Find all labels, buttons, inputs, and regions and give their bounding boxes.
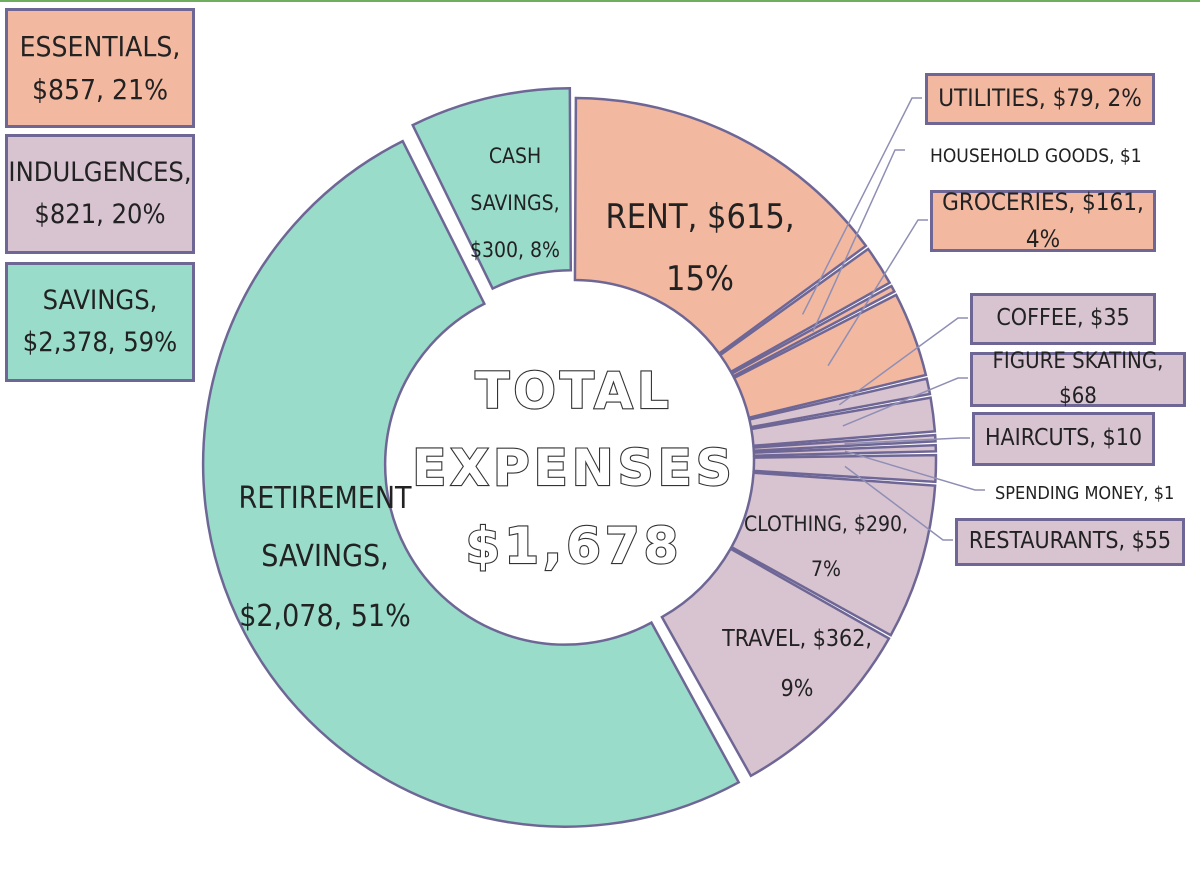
essentials-summary-box: ESSENTIALS, $857, 21% xyxy=(5,8,195,128)
slice-figure-skating xyxy=(749,396,937,448)
leader-spending-money xyxy=(844,450,985,491)
spending-money-callout: SPENDING MONEY, $1 xyxy=(995,483,1175,504)
groceries-callout: GROCERIES, $161, 4% xyxy=(930,188,1156,253)
restaurants-callout: RESTAURANTS, $55 xyxy=(955,518,1185,566)
indulgences-summary-line-2: $821, 20% xyxy=(34,199,166,230)
clothing-label-line-1: CLOTHING, $290, xyxy=(744,512,908,536)
utilities-callout: UTILITIES, $79, 2% xyxy=(925,73,1155,125)
leader-household-goods xyxy=(812,149,905,333)
coffee-callout: COFFEE, $35 xyxy=(970,293,1156,345)
savings-summary-line-1: SAVINGS, xyxy=(42,285,158,317)
cash-savings-label-line-1: CASH xyxy=(489,144,541,168)
leader-restaurants xyxy=(844,465,953,541)
rent-label-line-2: 15% xyxy=(666,259,734,299)
leader-utilities xyxy=(801,97,922,315)
essentials-summary-line-2: $857, 21% xyxy=(31,73,169,106)
slice-retirement-savings xyxy=(201,139,741,828)
cash-savings-label-line-3: $300, 8% xyxy=(470,238,560,262)
leader-haircuts xyxy=(844,437,970,445)
indulgences-summary-line-1: INDULGENCES, xyxy=(8,157,192,189)
leader-lines xyxy=(801,97,985,541)
haircuts-callout: HAIRCUTS, $10 xyxy=(972,412,1155,466)
donut-slices xyxy=(201,87,938,828)
retirement-label-line-1: RETIREMENT xyxy=(238,481,412,516)
retirement-label-line-2: SAVINGS, xyxy=(261,539,388,574)
center-label-line-3: $1,678 xyxy=(466,517,683,575)
travel-label-line-2: 9% xyxy=(781,676,814,702)
cash-savings-label-line-2: SAVINGS, xyxy=(470,191,559,215)
household-goods-callout: HOUSEHOLD GOODS, $1 xyxy=(930,145,1142,167)
rent-label-line-1: RENT, $615, xyxy=(605,197,794,237)
figure-skating-callout: FIGURE SKATING, $68 xyxy=(970,349,1186,409)
slice-spending-money xyxy=(752,443,938,457)
slice-cash-savings xyxy=(411,87,573,291)
retirement-label-line-3: $2,078, 51% xyxy=(239,599,411,634)
essentials-summary-line-1: ESSENTIALS, xyxy=(19,29,181,63)
slice-travel xyxy=(660,547,891,778)
slice-restaurants xyxy=(752,453,938,484)
travel-label-line-1: TRAVEL, $362, xyxy=(721,626,872,652)
center-label-line-1: TOTAL xyxy=(475,362,672,420)
leader-coffee xyxy=(838,317,968,406)
savings-summary-line-2: $2,378, 59% xyxy=(22,327,178,358)
slice-coffee xyxy=(747,377,932,429)
slice-haircuts xyxy=(752,433,937,453)
clothing-label-line-2: 7% xyxy=(811,557,841,581)
leader-figure-skating xyxy=(842,377,968,427)
center-label: TOTAL EXPENSES $1,678 xyxy=(411,361,736,576)
leader-groceries xyxy=(827,219,928,367)
slice-groceries xyxy=(732,293,928,420)
savings-summary-box: SAVINGS, $2,378, 59% xyxy=(5,262,195,382)
center-label-line-2: EXPENSES xyxy=(412,439,736,497)
indulgences-summary-box: INDULGENCES, $821, 20% xyxy=(5,134,195,254)
